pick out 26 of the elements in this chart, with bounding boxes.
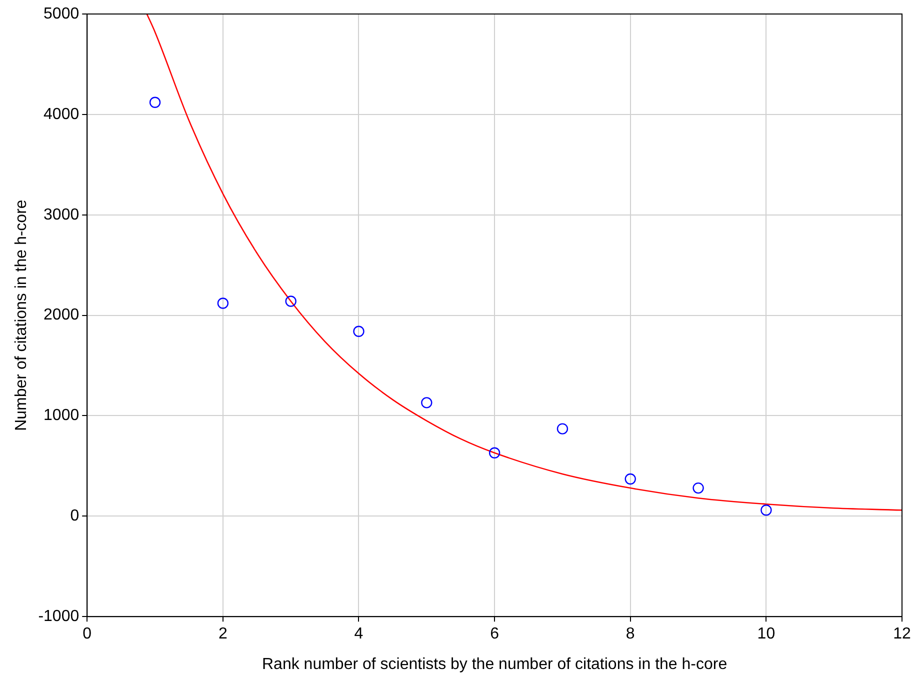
x-tick-label: 2 (218, 626, 228, 643)
y-tick-label: 1000 (44, 407, 80, 424)
point (285, 296, 296, 307)
x-tick-label: 8 (626, 626, 635, 643)
y-tick-label: -1000 (38, 608, 80, 626)
y-axis-title: Number of citations in the h-core (13, 200, 30, 431)
point (760, 504, 772, 516)
x-tick-label: 12 (893, 626, 911, 643)
x-tick-label: 0 (82, 626, 92, 643)
point (624, 473, 636, 485)
y-tick-label: 3000 (44, 206, 80, 224)
point (692, 482, 704, 494)
y-tick-label: 5000 (44, 5, 80, 22)
point (556, 423, 568, 434)
y-tick-label: 2000 (44, 306, 80, 324)
point (488, 447, 500, 458)
point (149, 96, 161, 108)
point (421, 397, 432, 408)
x-axis-title: Rank number of scientists by the number of citations in the h-core (262, 656, 728, 673)
x-tick-label: 6 (490, 626, 500, 643)
y-tick-label: 4000 (44, 106, 80, 123)
x-tick-label: 10 (757, 626, 776, 643)
x-tick-label: 4 (354, 626, 364, 643)
point (217, 298, 229, 309)
point (353, 326, 364, 337)
y-tick-label: 0 (70, 508, 80, 525)
